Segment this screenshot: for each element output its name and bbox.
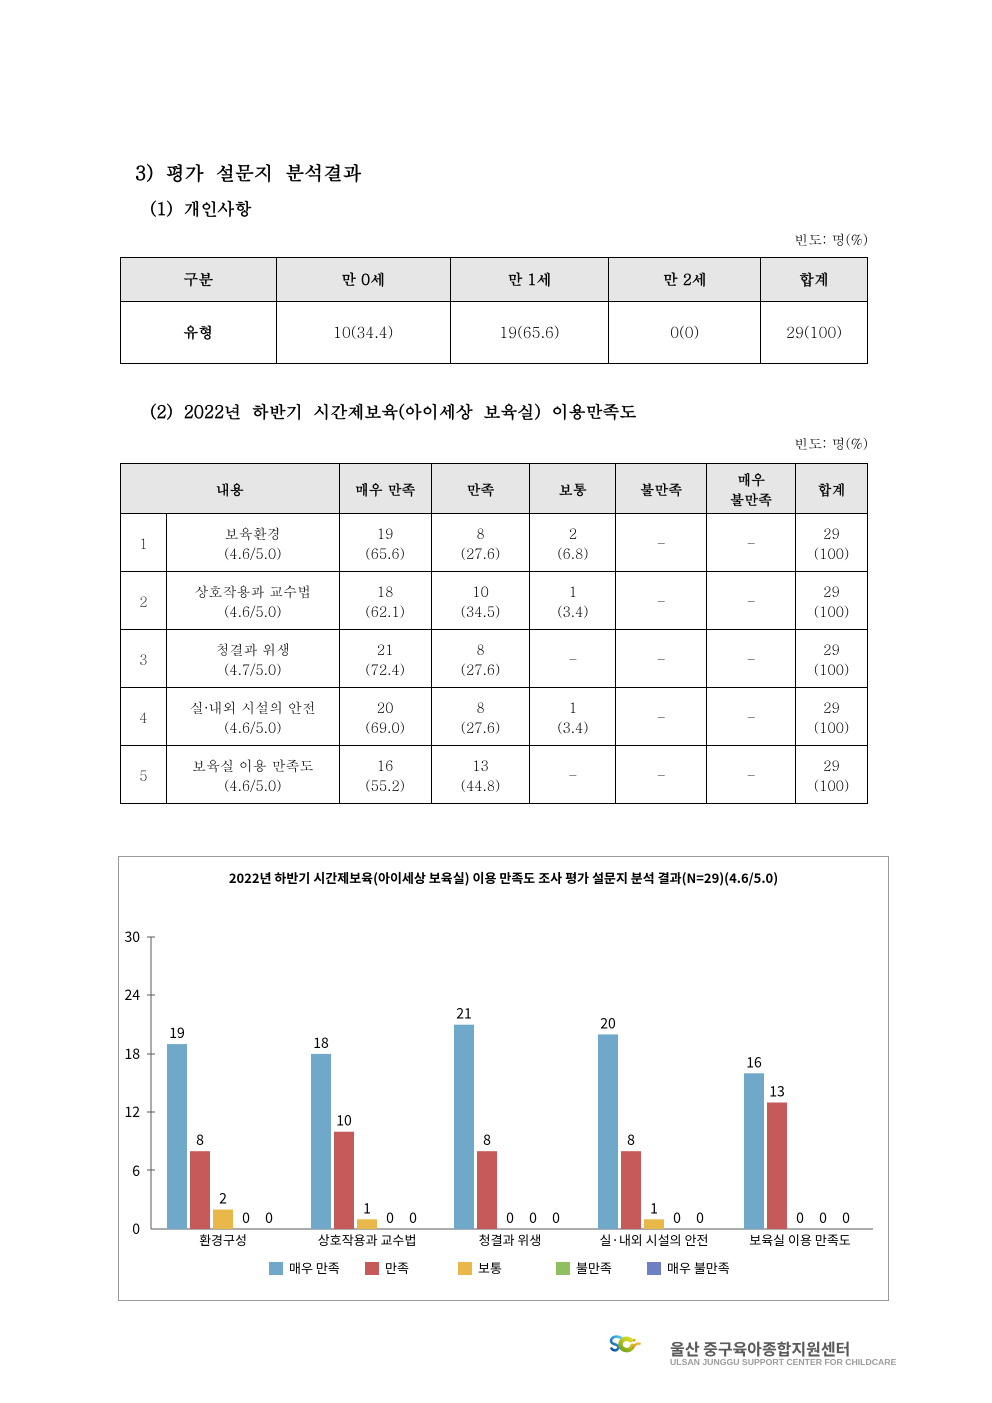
svg-text:24: 24 [124,985,140,1005]
svg-text:10: 10 [336,1111,352,1131]
svg-text:실·내외 시설의 안전: 실·내외 시설의 안전 [600,1230,709,1249]
svg-text:21: 21 [456,1004,472,1024]
svg-text:18: 18 [313,1033,329,1053]
svg-text:6: 6 [132,1161,140,1181]
svg-text:19: 19 [169,1023,185,1043]
svg-text:0: 0 [506,1208,514,1228]
svg-text:보육실 이용 만족도: 보육실 이용 만족도 [749,1230,851,1249]
svg-text:16: 16 [746,1052,762,1072]
svg-text:0: 0 [819,1208,827,1228]
svg-text:1: 1 [650,1198,658,1218]
svg-text:0: 0 [529,1208,537,1228]
svg-text:불만족: 불만족 [576,1258,612,1277]
svg-text:0: 0 [386,1208,394,1228]
svg-text:18: 18 [124,1044,140,1064]
svg-text:청결과 위생: 청결과 위생 [479,1230,542,1249]
svg-text:매우 불만족: 매우 불만족 [667,1258,730,1277]
svg-text:0: 0 [552,1208,560,1228]
svg-text:8: 8 [196,1130,204,1150]
svg-text:20: 20 [600,1013,616,1033]
svg-text:상호작용과 교수법: 상호작용과 교수법 [318,1230,417,1249]
svg-text:보통: 보통 [478,1258,502,1277]
svg-text:0: 0 [842,1208,850,1228]
svg-text:13: 13 [769,1082,785,1102]
svg-text:8: 8 [483,1130,491,1150]
svg-text:0: 0 [673,1208,681,1228]
svg-text:만족: 만족 [385,1258,409,1277]
svg-text:1: 1 [363,1198,371,1218]
svg-text:30: 30 [124,927,140,947]
svg-text:12: 12 [124,1102,140,1122]
svg-text:환경구성: 환경구성 [199,1230,247,1249]
svg-text:0: 0 [265,1208,273,1228]
svg-text:0: 0 [242,1208,250,1228]
svg-text:0: 0 [796,1208,804,1228]
svg-text:8: 8 [627,1130,635,1150]
svg-text:0: 0 [132,1219,140,1239]
svg-text:0: 0 [409,1208,417,1228]
svg-text:2: 2 [219,1189,227,1209]
svg-text:매우 만족: 매우 만족 [289,1258,340,1277]
svg-text:0: 0 [696,1208,704,1228]
